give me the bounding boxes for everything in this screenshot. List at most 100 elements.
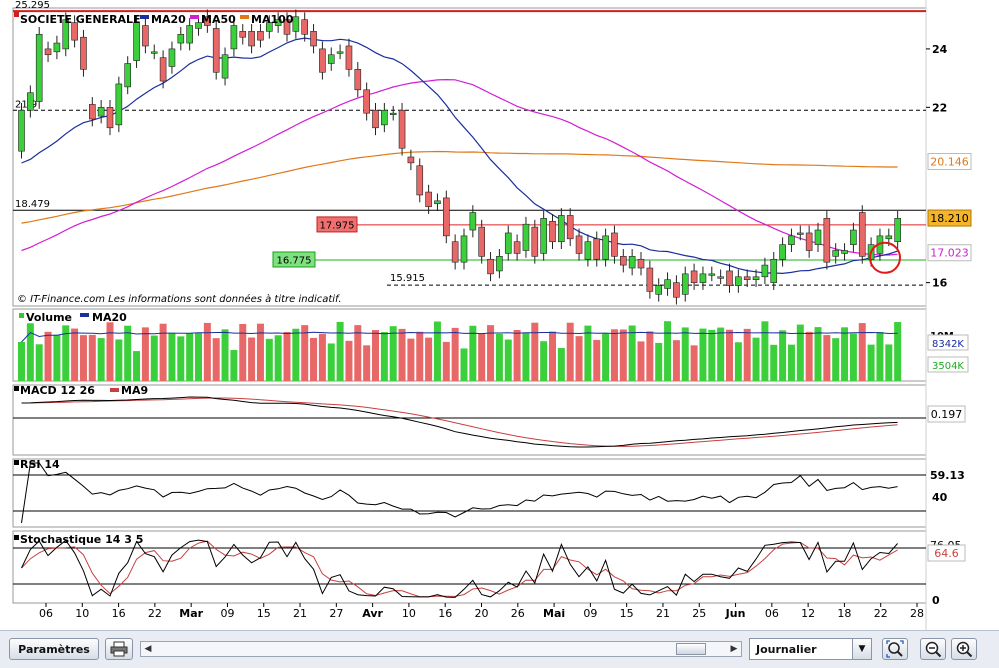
params-button[interactable]: Paramètres [9,638,99,660]
x-tick-label: 21 [293,607,307,620]
volume-bar [451,327,459,381]
candle [726,270,733,286]
volume-bar [531,322,539,381]
volume-bar [699,328,707,381]
candle [292,16,300,32]
candle [894,218,901,243]
candle [549,220,556,243]
candle [469,212,477,231]
macd-tag-label: 0.197 [931,408,963,421]
x-tick-label: 28 [910,607,924,620]
zoom-in-button[interactable] [951,638,977,660]
volume-bar [177,336,185,381]
candle [142,25,149,47]
candle [575,235,583,254]
candle [124,63,131,88]
x-tick-label: 10 [402,607,416,620]
legend-label-macd-ma9: MA9 [121,384,148,397]
legend-label-stoch: Stochastique 14 3 5 [20,533,143,546]
candle [363,89,370,114]
volume-bar [407,338,415,381]
price-tag-ma100 [927,152,972,170]
candle [699,273,707,283]
zoom-fit-button[interactable] [882,638,908,660]
x-tick-label: 09 [220,607,234,620]
x-tick-label: 18 [837,607,851,620]
zoom-out-button[interactable] [920,638,946,660]
scroll-thumb[interactable] [676,643,706,655]
printer-icon [110,641,128,657]
scroll-left-icon[interactable]: ◀ [144,644,152,654]
candle [115,83,123,126]
volume-bar [425,337,433,381]
candle [53,42,61,53]
candle [619,256,627,266]
chart-title: SOCIETE GENERALE [20,13,141,26]
volume-bar [230,350,238,381]
candle [35,33,43,102]
x-tick-label: 06 [39,607,53,620]
x-tick-label: 25 [692,607,706,620]
legend-label-macd: MACD 12 26 [20,384,95,397]
x-tick-label: 16 [112,607,126,620]
volume-bar [637,341,645,381]
volume-bar [814,327,822,381]
volume-bar [71,328,79,381]
volume-bar [416,331,424,381]
volume-bar [770,344,778,381]
candle [106,107,114,129]
volume-bar [159,323,167,381]
volume-bar [106,322,114,381]
volume-bar [575,336,583,381]
volume-bar [239,323,247,381]
candle [814,229,822,245]
candle [89,104,96,120]
x-tick-label: 21 [656,607,670,620]
chart-footer: © IT-Finance.com Les informations sont d… [17,293,342,305]
price-tick-label: 22 [932,101,947,114]
resistance-tag-label: 17.975 [320,220,355,231]
panel-frame-macd [12,384,927,456]
support-tag-label: 16.775 [277,255,312,266]
candle [133,22,140,61]
stoch-tick-label: 0 [932,594,940,607]
volume-bar [354,325,362,381]
candle [788,235,795,245]
ma50-line [21,78,898,256]
volume-bar [265,338,273,381]
candle [407,156,415,164]
period-select[interactable]: Journalier ▼ [749,638,872,660]
stock-chart: 25.295 21.9 18.479 17.975 16.775 15.915 16 22 24… [12,0,972,630]
candle [398,109,406,149]
candle [593,238,601,260]
x-tick-label: 09 [583,607,597,620]
volume-bar [841,327,849,381]
candle [735,276,742,286]
x-tick-label: Mar [179,607,203,620]
volume-bar [867,344,875,381]
volume-tag-ma [927,334,969,351]
candle [71,22,78,41]
print-button[interactable] [105,638,133,660]
candle [496,256,503,272]
volume-bar [478,333,486,381]
volume-bar [504,339,512,381]
volume-bar [53,334,61,381]
volume-bar [256,323,264,381]
x-tick-label: 20 [475,607,489,620]
candle [212,28,220,73]
volume-bar [584,325,592,381]
candle [850,229,857,245]
candle [248,31,255,47]
volume-bar [761,321,769,381]
candle [168,48,176,67]
legend-label-ma20: MA20 [151,13,186,26]
candle [159,57,167,82]
legend-swatch-volume-ma20 [80,313,89,317]
candle [646,267,654,292]
volume-bar [823,335,831,381]
volume-bar [150,335,158,381]
scroll-right-icon[interactable]: ▶ [730,644,738,654]
volume-tag-last-label: 3504K [932,361,964,372]
time-scrollbar[interactable]: ◀ ▶ [140,641,742,657]
